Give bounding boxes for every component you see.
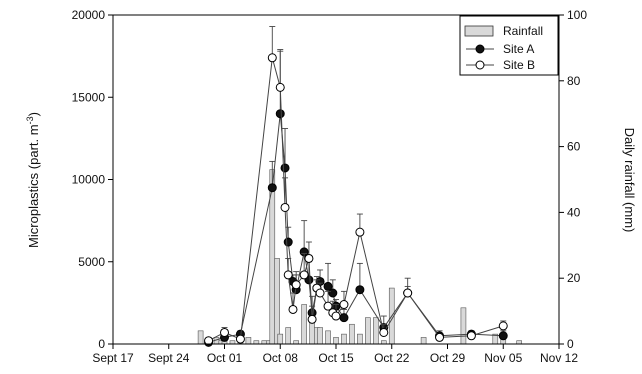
y-left-axis-label: Microplastics (part. m-3)	[25, 112, 41, 248]
data-point	[315, 288, 325, 298]
y-right-axis-label: Daily rainfall (mm)	[622, 128, 637, 233]
x-tick-label: Oct 29	[430, 351, 466, 365]
legend-site-b-marker	[475, 60, 485, 70]
y-left-tick-label: 10000	[72, 173, 106, 187]
rainfall-bar	[301, 304, 307, 345]
x-tick-label: Sept 24	[148, 351, 190, 365]
data-point	[304, 253, 314, 263]
series-site-a	[204, 50, 508, 347]
rainfall-bar	[341, 333, 347, 345]
data-point	[275, 82, 285, 92]
rainfall-bar	[357, 333, 363, 345]
data-point	[299, 270, 309, 280]
y-left-tick-label: 0	[98, 337, 105, 351]
rainfall-bar	[317, 327, 323, 345]
rainfall-bar	[420, 337, 427, 345]
data-point	[323, 301, 333, 311]
data-point	[267, 183, 277, 193]
y-right-tick-label: 40	[567, 205, 581, 219]
data-point	[235, 334, 245, 344]
x-tick-label: Oct 22	[374, 351, 410, 365]
axes: Sept 17 Sept 24 Oct 01 Oct 08 Oct 15 Oct 22 Oc…	[72, 8, 588, 365]
data-point	[283, 237, 293, 247]
series-line	[208, 57, 504, 342]
data-point	[498, 331, 508, 341]
x-tick-label: Oct 01	[207, 351, 243, 365]
y-right-tick-label: 20	[567, 271, 581, 285]
rainfall-bar	[349, 323, 355, 345]
rainfall-bars	[197, 169, 522, 345]
rainfall-bar	[325, 330, 331, 345]
data-point	[328, 288, 338, 298]
x-tick-label: Oct 08	[263, 351, 299, 365]
data-point	[339, 313, 349, 323]
data-point	[498, 321, 508, 331]
y-right-tick-label: 60	[567, 140, 581, 154]
data-point	[280, 202, 290, 212]
data-point	[339, 300, 349, 310]
y-left-axis-label-close: )	[26, 112, 41, 116]
legend: Rainfall Site A Site B	[459, 15, 559, 76]
rainfall-bar	[245, 337, 252, 345]
data-point	[331, 311, 341, 321]
data-point	[275, 109, 285, 119]
rainfall-bar	[285, 327, 292, 345]
y-right-tick-label: 0	[567, 337, 574, 351]
data-point	[204, 336, 214, 346]
x-tick-label: Oct 15	[318, 351, 354, 365]
legend-rainfall-label: Rainfall	[503, 24, 543, 38]
microplastics-lines	[204, 26, 508, 347]
data-point	[220, 327, 229, 337]
series-site-b	[204, 26, 508, 346]
rainfall-bar	[365, 317, 371, 345]
rainfall-bar	[309, 320, 315, 345]
data-point	[403, 288, 413, 298]
y-right-tick-label: 100	[567, 8, 587, 22]
legend-rainfall-swatch	[464, 25, 494, 37]
y-left-tick-label: 15000	[72, 90, 106, 104]
rainfall-bar	[277, 333, 284, 345]
x-tick-label: Sept 17	[92, 351, 134, 365]
legend-site-a-marker	[475, 44, 485, 54]
rainfall-bar	[460, 307, 467, 345]
data-point	[379, 327, 389, 337]
rainfall-bar	[274, 258, 280, 345]
y-right-tick-label: 80	[567, 74, 581, 88]
data-point	[280, 163, 290, 173]
rainfall-bar	[333, 337, 339, 345]
data-point	[355, 285, 365, 295]
x-tick-label: Nov 12	[540, 351, 578, 365]
data-point	[355, 227, 365, 237]
rainfall-bar	[197, 330, 204, 345]
y-left-tick-label: 20000	[72, 8, 106, 22]
legend-site-b-label: Site B	[503, 58, 535, 72]
y-left-axis-label-base: Microplastics (part. m	[26, 124, 41, 248]
data-point	[435, 332, 445, 342]
data-point	[288, 304, 298, 314]
data-point	[323, 281, 333, 291]
data-point	[291, 280, 301, 290]
y-left-tick-label: 5000	[78, 255, 105, 269]
rainfall-bar	[373, 317, 379, 345]
x-tick-label: Nov 05	[484, 351, 522, 365]
data-point	[283, 270, 293, 280]
data-point	[267, 53, 277, 63]
data-point	[466, 331, 476, 341]
legend-site-a-label: Site A	[503, 42, 534, 56]
data-point	[307, 314, 317, 324]
y-left-axis-label-sup: -3	[25, 116, 35, 124]
